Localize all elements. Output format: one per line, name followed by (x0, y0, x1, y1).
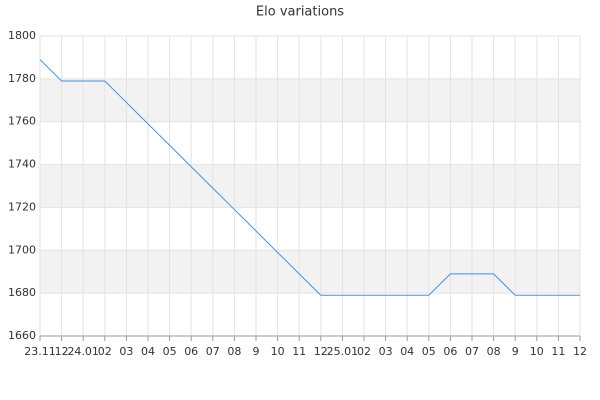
x-tick-label: 9 (512, 345, 519, 358)
x-tick-label: 9 (253, 345, 260, 358)
x-tick-label: 08 (227, 345, 241, 358)
x-tick-label: 07 (206, 345, 220, 358)
x-tick-label: 05 (163, 345, 177, 358)
x-tick-label: 06 (443, 345, 457, 358)
x-tick-label: 03 (379, 345, 393, 358)
x-tick-label: 12 (314, 345, 328, 358)
plot-band (40, 78, 580, 122)
x-tick-label: 11 (292, 345, 306, 358)
y-tick-label: 1680 (8, 286, 36, 299)
y-tick-label: 1700 (8, 243, 36, 256)
x-tick-label: 12 (573, 345, 587, 358)
x-tick-label: 23.11 (24, 345, 56, 358)
x-tick-label: 04 (141, 345, 155, 358)
x-tick-label: 02 (357, 345, 371, 358)
plot-band (40, 250, 580, 294)
y-tick-label: 1740 (8, 158, 36, 171)
chart-title: Elo variations (256, 5, 344, 20)
x-tick-label: 11 (551, 345, 565, 358)
x-tick-label: 06 (184, 345, 198, 358)
x-tick-label: 25.01 (327, 345, 359, 358)
x-tick-label: 10 (530, 345, 544, 358)
y-tick-label: 1780 (8, 72, 36, 85)
x-tick-label: 05 (422, 345, 436, 358)
y-tick-label: 1760 (8, 115, 36, 128)
x-tick-label: 24.01 (67, 345, 99, 358)
x-tick-label: 04 (400, 345, 414, 358)
y-tick-label: 1720 (8, 200, 36, 213)
x-tick-label: 07 (465, 345, 479, 358)
x-tick-label: 08 (487, 345, 501, 358)
x-tick-label: 02 (98, 345, 112, 358)
data-line (39, 59, 580, 296)
x-tick-label: 10 (271, 345, 285, 358)
plot-band (40, 164, 580, 208)
y-tick-label: 1660 (8, 329, 36, 342)
x-tick-label: 03 (119, 345, 133, 358)
y-tick-label: 1800 (8, 29, 36, 42)
x-tick-label: 12 (55, 345, 69, 358)
